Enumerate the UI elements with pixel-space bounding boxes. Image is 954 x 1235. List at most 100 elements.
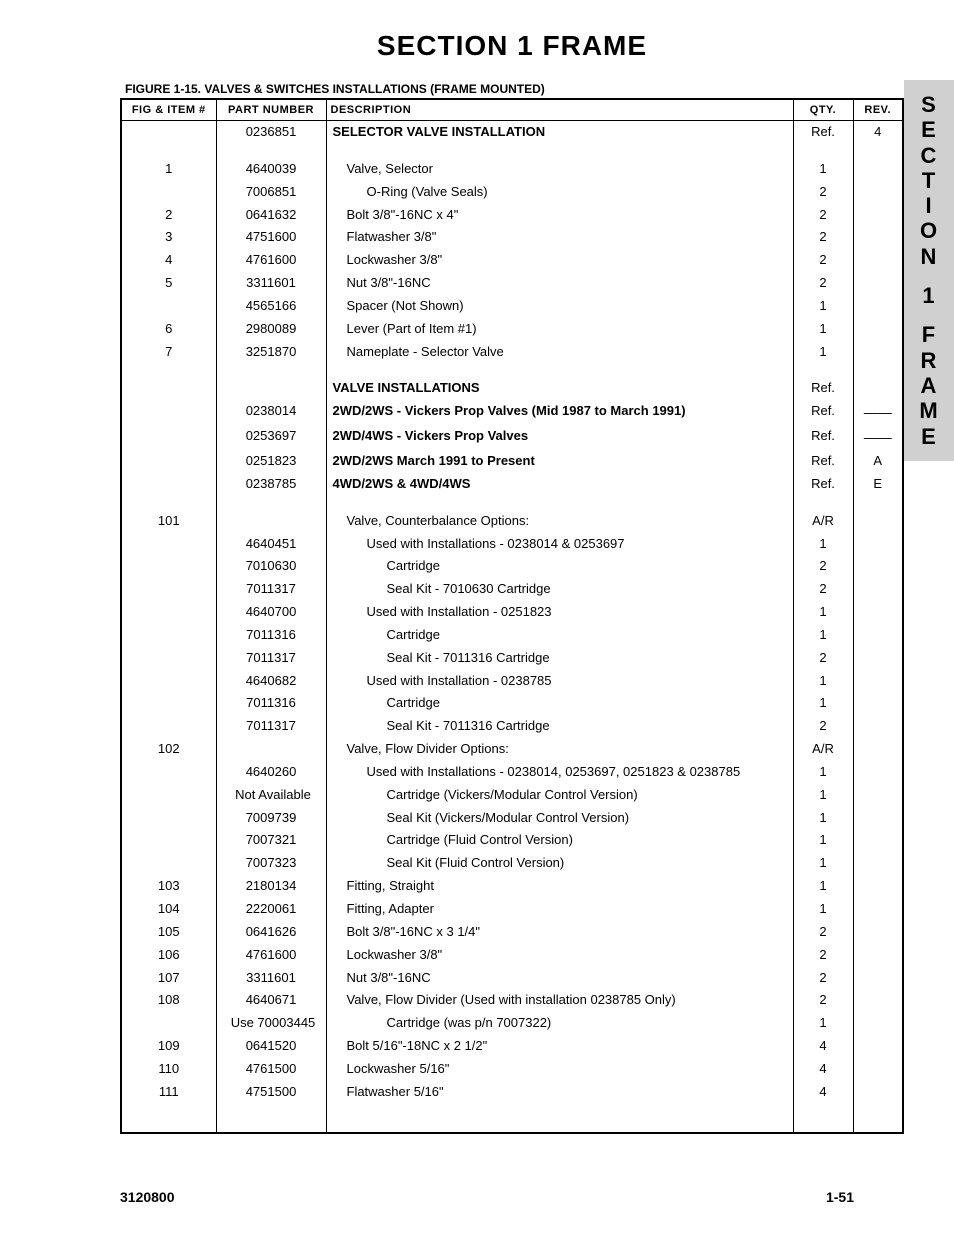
cell-rev: 4 <box>853 121 903 144</box>
cell-fig <box>121 450 216 473</box>
cell-fig: 7 <box>121 341 216 364</box>
cell-desc: Flatwasher 3/8" <box>326 226 793 249</box>
cell-qty: 1 <box>793 341 853 364</box>
cell-part: 4751600 <box>216 226 326 249</box>
cell-rev <box>853 898 903 921</box>
cell-desc: 2WD/2WS - Vickers Prop Valves (Mid 1987 … <box>326 400 793 425</box>
cell-qty: 2 <box>793 555 853 578</box>
table-row: 1114751500Flatwasher 5/16"4 <box>121 1081 903 1133</box>
cell-desc: Seal Kit - 7011316 Cartridge <box>326 647 793 670</box>
cell-qty: 1 <box>793 852 853 875</box>
table-row: 14640039Valve, Selector1 <box>121 158 903 181</box>
cell-part: 0641632 <box>216 204 326 227</box>
page-footer: 3120800 1-51 <box>120 1189 854 1205</box>
cell-desc: O-Ring (Valve Seals) <box>326 181 793 204</box>
cell-qty: 2 <box>793 181 853 204</box>
table-row: 4640682Used with Installation - 02387851 <box>121 670 903 693</box>
cell-fig <box>121 473 216 496</box>
cell-desc: Nut 3/8"-16NC <box>326 967 793 990</box>
cell-qty: 2 <box>793 921 853 944</box>
table-row: 7009739Seal Kit (Vickers/Modular Control… <box>121 807 903 830</box>
cell-fig <box>121 784 216 807</box>
cell-rev <box>853 341 903 364</box>
cell-part: 2220061 <box>216 898 326 921</box>
cell-desc: Lockwasher 3/8" <box>326 944 793 967</box>
cell-fig: 4 <box>121 249 216 272</box>
cell-qty: 1 <box>793 533 853 556</box>
cell-part: 7009739 <box>216 807 326 830</box>
table-row: 02536972WD/4WS - Vickers Prop ValvesRef.… <box>121 425 903 450</box>
col-header-part: PART NUMBER <box>216 99 326 121</box>
cell-qty: 2 <box>793 226 853 249</box>
cell-part <box>216 377 326 400</box>
cell-fig <box>121 601 216 624</box>
cell-qty: 2 <box>793 249 853 272</box>
cell-fig <box>121 533 216 556</box>
cell-rev <box>853 510 903 533</box>
cell-qty: 1 <box>793 601 853 624</box>
cell-part: 7011317 <box>216 647 326 670</box>
cell-fig <box>121 121 216 144</box>
cell-part: 4640260 <box>216 761 326 784</box>
cell-desc: Lockwasher 5/16" <box>326 1058 793 1081</box>
cell-part: 7011317 <box>216 715 326 738</box>
table-row: 7011317Seal Kit - 7011316 Cartridge2 <box>121 647 903 670</box>
cell-qty: 1 <box>793 1012 853 1035</box>
cell-fig: 1 <box>121 158 216 181</box>
cell-part: Not Available <box>216 784 326 807</box>
cell-qty: 1 <box>793 875 853 898</box>
table-row: VALVE INSTALLATIONSRef. <box>121 377 903 400</box>
cell-fig: 6 <box>121 318 216 341</box>
cell-desc: Cartridge <box>326 692 793 715</box>
cell-desc: Valve, Counterbalance Options: <box>326 510 793 533</box>
cell-desc: Cartridge <box>326 555 793 578</box>
cell-fig: 3 <box>121 226 216 249</box>
cell-qty: 1 <box>793 784 853 807</box>
figure-caption: FIGURE 1-15. VALVES & SWITCHES INSTALLAT… <box>125 82 904 96</box>
table-row: Use 70003445Cartridge (was p/n 7007322)1 <box>121 1012 903 1035</box>
cell-desc: Used with Installations - 0238014 & 0253… <box>326 533 793 556</box>
cell-part: 4761600 <box>216 249 326 272</box>
cell-qty: 2 <box>793 715 853 738</box>
cell-rev <box>853 875 903 898</box>
table-row: 1042220061Fitting, Adapter1 <box>121 898 903 921</box>
table-row: 02518232WD/2WS March 1991 to PresentRef.… <box>121 450 903 473</box>
cell-rev <box>853 578 903 601</box>
cell-desc: Seal Kit - 7010630 Cartridge <box>326 578 793 601</box>
cell-fig <box>121 624 216 647</box>
cell-rev <box>853 829 903 852</box>
cell-rev <box>853 967 903 990</box>
table-row: 7006851O-Ring (Valve Seals)2 <box>121 181 903 204</box>
table-row: 7010630Cartridge2 <box>121 555 903 578</box>
cell-qty: 1 <box>793 624 853 647</box>
table-row: 1104761500Lockwasher 5/16"4 <box>121 1058 903 1081</box>
section-sidebar: SECTION1FRAME <box>904 80 954 461</box>
cell-desc: 2WD/2WS March 1991 to Present <box>326 450 793 473</box>
cell-rev <box>853 1081 903 1133</box>
cell-part: 4640451 <box>216 533 326 556</box>
cell-desc: Lever (Part of Item #1) <box>326 318 793 341</box>
cell-fig <box>121 400 216 425</box>
section-title: SECTION 1 FRAME <box>120 30 904 62</box>
cell-part: 3251870 <box>216 341 326 364</box>
cell-part: 0251823 <box>216 450 326 473</box>
table-row: 7007323Seal Kit (Fluid Control Version)1 <box>121 852 903 875</box>
cell-desc: Nut 3/8"-16NC <box>326 272 793 295</box>
cell-qty: 1 <box>793 295 853 318</box>
cell-part: 7007323 <box>216 852 326 875</box>
cell-part: 4640039 <box>216 158 326 181</box>
cell-desc: Fitting, Adapter <box>326 898 793 921</box>
cell-qty: 1 <box>793 158 853 181</box>
table-row: 20641632Bolt 3/8"-16NC x 4"2 <box>121 204 903 227</box>
cell-part: 3311601 <box>216 967 326 990</box>
cell-part <box>216 738 326 761</box>
table-row: 7011317Seal Kit - 7011316 Cartridge2 <box>121 715 903 738</box>
table-row: 7007321Cartridge (Fluid Control Version)… <box>121 829 903 852</box>
sidebar-text: SECTION1FRAME <box>904 92 954 449</box>
cell-part: 7006851 <box>216 181 326 204</box>
cell-fig: 2 <box>121 204 216 227</box>
cell-qty: Ref. <box>793 425 853 450</box>
cell-qty: 2 <box>793 272 853 295</box>
cell-part: 7011316 <box>216 624 326 647</box>
cell-fig: 105 <box>121 921 216 944</box>
